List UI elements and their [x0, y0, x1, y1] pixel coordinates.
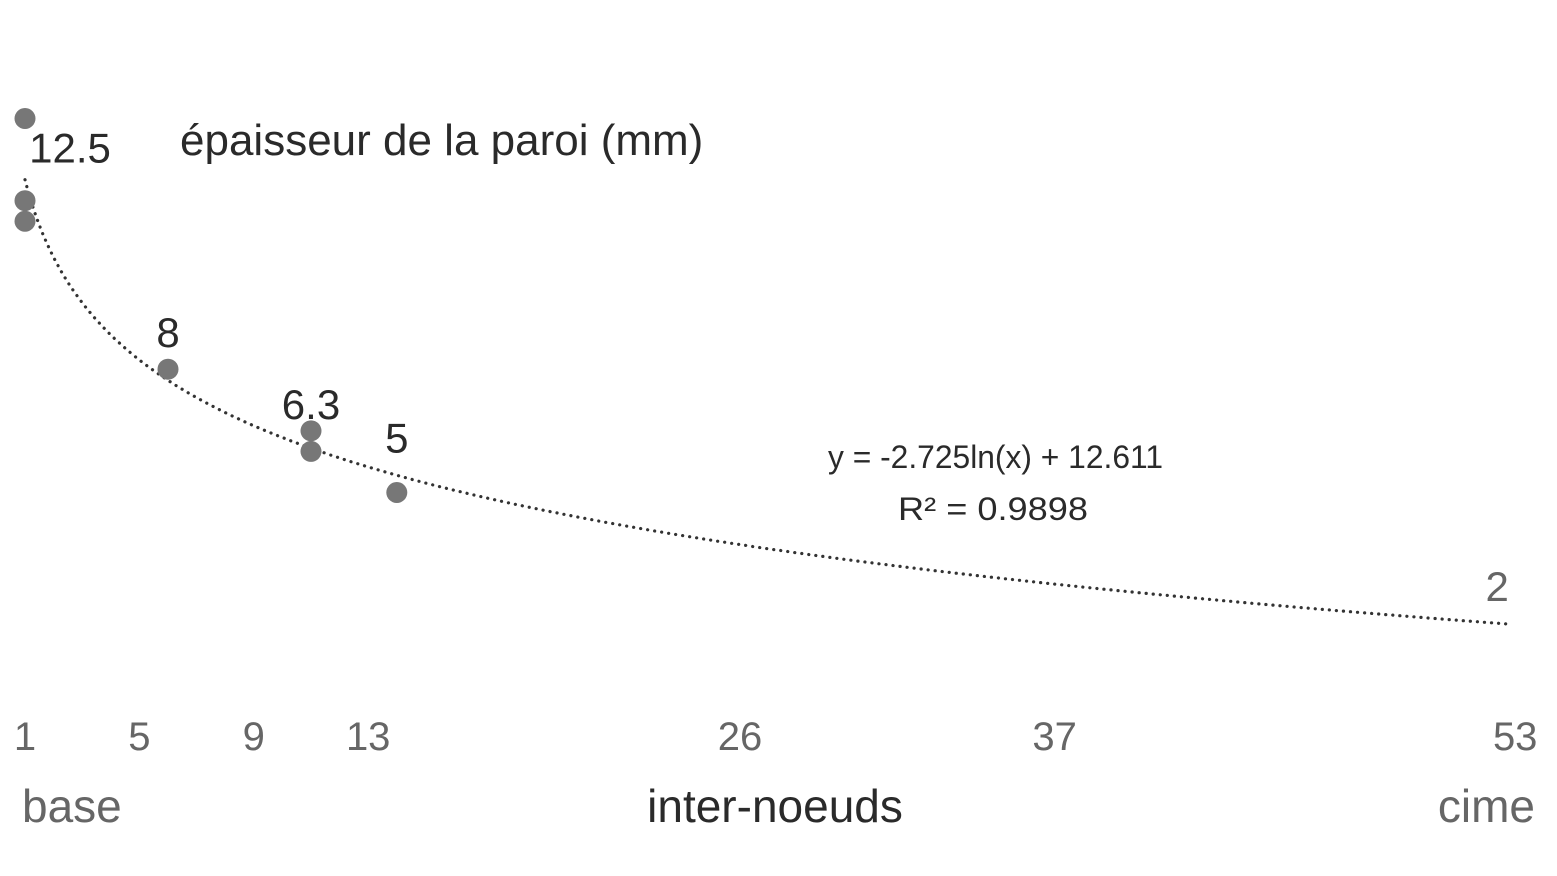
data-points [14, 107, 408, 503]
data-point-3 [14, 210, 36, 232]
x-tick-37: 37 [1032, 715, 1077, 759]
x-tick-26: 26 [718, 715, 763, 759]
data-label-1: 12.5 [29, 124, 111, 171]
trendline-path [23, 178, 1514, 626]
x-tick-13: 13 [346, 715, 391, 759]
data-labels: 12.5 8 6.3 5 2 [29, 124, 1509, 610]
x-tick-1: 1 [14, 715, 36, 759]
x-end-label: cime [1438, 780, 1535, 832]
chart-title: épaisseur de la paroi (mm) [180, 116, 703, 165]
data-label-3: 6.3 [282, 381, 340, 428]
x-axis-label: inter-noeuds [647, 780, 903, 832]
data-label-5: 2 [1486, 563, 1509, 610]
trendline-r2: R² = 0.9898 [898, 491, 1088, 527]
trendline [23, 178, 1514, 626]
trendline-equation: y = -2.725ln(x) + 12.611 [828, 439, 1163, 475]
x-tick-5: 5 [128, 715, 150, 759]
x-tick-9: 9 [243, 715, 265, 759]
x-tick-labels: 1 5 9 13 26 37 53 [14, 715, 1538, 759]
data-label-4: 5 [385, 415, 408, 462]
x-tick-53: 53 [1493, 715, 1538, 759]
data-point-4 [157, 358, 179, 380]
data-label-2: 8 [156, 309, 179, 356]
data-point-6 [300, 440, 322, 462]
data-point-5 [300, 420, 322, 442]
data-point-2 [14, 190, 36, 212]
data-point-7 [386, 482, 408, 503]
x-start-label: base [22, 780, 122, 832]
data-point-1 [14, 107, 36, 129]
